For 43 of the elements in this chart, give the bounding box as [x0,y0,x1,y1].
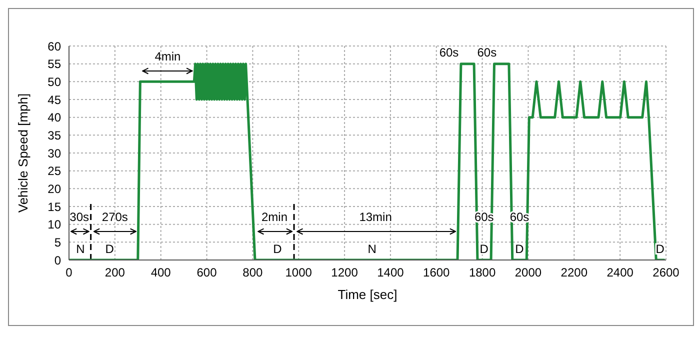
annotation: N [76,242,85,256]
annotation: N [368,242,376,256]
y-tick-label: 50 [48,74,62,89]
annotation: 270s [102,210,128,224]
x-tick-label: 2200 [560,266,588,280]
x-tick-label: 800 [242,266,264,280]
x-tick-label: 200 [104,266,126,280]
x-tick-label: 400 [150,266,172,280]
annotation: D [480,242,489,256]
x-tick-label: 0 [66,266,73,280]
x-tick-label: 1000 [285,266,312,280]
x-tick-label: 2000 [514,266,542,280]
annotation: 2min [262,210,288,224]
y-tick-label: 20 [48,182,62,196]
annotation: 13min [359,210,392,224]
annotation: D [656,242,665,256]
x-tick-label: 2400 [606,266,634,280]
annotation: 30s [70,210,90,224]
annotation: D [105,242,114,256]
x-tick-label: 1400 [377,266,404,280]
annotation: D [273,242,282,256]
y-tick-label: 10 [48,218,62,232]
annotation: 60s [439,46,459,60]
annotation: 4min [154,49,181,64]
x-tick-label: 1200 [331,266,358,280]
annotation: D [515,242,524,256]
x-tick-label: 2600 [652,266,680,280]
y-tick-label: 0 [54,253,62,268]
x-tick-label: 1600 [423,266,450,280]
y-tick-label: 60 [48,39,62,54]
x-tick-label: 1800 [468,266,496,280]
y-tick-label: 15 [48,200,62,214]
annotation: 60s [477,46,497,60]
x-tick-label: 600 [196,266,218,280]
x-axis-title: Time [sec] [338,287,398,302]
y-tick-label: 30 [48,146,62,160]
y-tick-label: 25 [48,164,62,178]
y-tick-label: 55 [48,57,62,72]
y-tick-label: 40 [48,110,62,125]
y-tick-label: 45 [48,92,62,107]
y-axis-title: Vehicle Speed [mph] [16,93,31,213]
y-tick-label: 5 [54,235,62,250]
y-tick-label: 35 [48,128,62,142]
